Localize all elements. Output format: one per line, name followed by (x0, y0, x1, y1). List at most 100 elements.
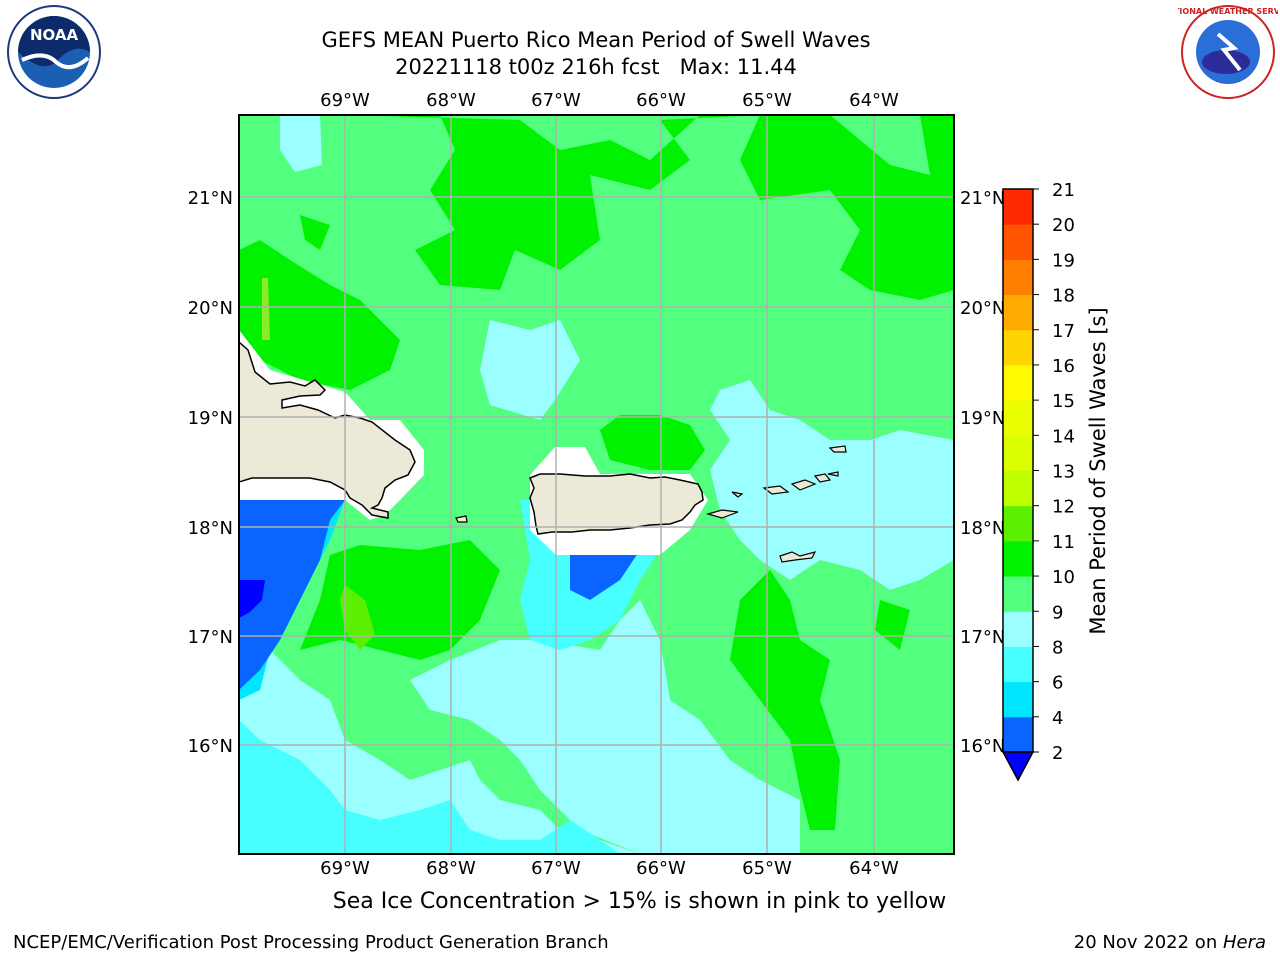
colorbar-extend-arrow (1001, 751, 1035, 782)
colorbar-tick-label: 11 (1052, 532, 1075, 553)
field-10-11-north (345, 115, 954, 300)
land-puerto-rico (529, 473, 704, 535)
land-hispaniola (239, 340, 416, 519)
field-11-12-strip (262, 278, 270, 340)
colorbar-tick-label: 10 (1052, 567, 1075, 588)
lon-label-bottom-68: 68°W (426, 858, 476, 879)
lat-label-left-17: 17°N (188, 627, 233, 648)
colorbar-segment (1003, 716, 1033, 753)
max-value-text: Max: 11.44 (679, 55, 797, 79)
lat-label-left-19: 19°N (188, 408, 233, 429)
colorbar-tick-label: 4 (1052, 708, 1063, 729)
lat-label-right-18: 18°N (960, 518, 1005, 539)
footer-date-text: 20 Nov 2022 on (1073, 932, 1223, 953)
colorbar-tick-label: 2 (1052, 743, 1063, 764)
lon-label-bottom-64: 64°W (849, 858, 899, 879)
lat-label-left-16: 16°N (188, 736, 233, 757)
colorbar-tick-label: 19 (1052, 250, 1075, 271)
nws-logo: NATIONAL WEATHER SERVICE (1178, 5, 1278, 99)
field-10-11-pr-north (600, 415, 705, 470)
lon-label-top-68: 68°W (426, 90, 476, 111)
grid-lines (239, 115, 954, 854)
field-8-9-mid (410, 600, 800, 854)
island-sombrero (827, 471, 839, 477)
island-anegada (828, 445, 847, 453)
field-8-9-east (710, 380, 954, 590)
colorbar-segment (1003, 646, 1033, 683)
colorbar-segment (1003, 681, 1033, 718)
colorbar-segment (1003, 470, 1033, 507)
field-6-8 (239, 720, 620, 854)
colorbar-segment (1003, 294, 1033, 331)
island-st-croix (779, 551, 817, 563)
colorbar-segment (1003, 189, 1033, 225)
lat-label-right-20: 20°N (960, 298, 1005, 319)
island-vieques (705, 509, 739, 519)
noaa-logo: NOAA (7, 5, 101, 99)
colorbar-tick-label: 15 (1052, 391, 1075, 412)
lat-label-right-21: 21°N (960, 188, 1005, 209)
island-virgin-4 (813, 473, 832, 483)
lon-label-bottom-65: 65°W (742, 858, 792, 879)
field-below-2 (239, 580, 265, 618)
lat-label-right-16: 16°N (960, 736, 1005, 757)
colorbar-tick-label: 20 (1052, 215, 1075, 236)
sea-ice-caption: Sea Ice Concentration > 15% is shown in … (332, 889, 947, 914)
lon-label-top-65: 65°W (742, 90, 792, 111)
colorbar-tick-label: 21 (1052, 180, 1075, 201)
field-8-9-center (480, 320, 580, 420)
footer-credit: NCEP/EMC/Verification Post Processing Pr… (13, 932, 609, 953)
colorbar-tick-label: 16 (1052, 356, 1075, 377)
island-virgin-1 (731, 491, 744, 498)
island-virgin-2 (762, 485, 790, 495)
footer-machine: Hera (1222, 932, 1266, 953)
map-field (239, 115, 954, 854)
colorbar-segment (1003, 540, 1033, 577)
island-mona (455, 515, 468, 523)
lat-label-right-17: 17°N (960, 627, 1005, 648)
lon-label-bottom-66: 66°W (636, 858, 686, 879)
lat-label-left-21: 21°N (188, 188, 233, 209)
nws-logo-text: NATIONAL WEATHER SERVICE (1178, 7, 1278, 16)
colorbar-tick-label: 6 (1052, 673, 1063, 694)
field-11-12-patch (340, 585, 375, 650)
colorbar-segment (1003, 505, 1033, 542)
noaa-logo-text: NOAA (30, 26, 79, 44)
colorbar: 2 4 6 8 9 10 11 12 13 14 15 16 17 18 19 20 21 (1001, 180, 1075, 782)
map-frame (238, 114, 955, 855)
lat-label-left-20: 20°N (188, 298, 233, 319)
colorbar-tick-label: 17 (1052, 321, 1075, 342)
colorbar-segment (1003, 435, 1033, 471)
colorbar-segment (1003, 611, 1033, 647)
colorbar-segment (1003, 329, 1033, 366)
field-8-9-top (280, 115, 322, 172)
footer-date: 20 Nov 2022 on Hera (1074, 932, 1266, 953)
colorbar-segment (1003, 224, 1033, 260)
colorbar-segment (1003, 576, 1033, 612)
colorbar-segment (1003, 400, 1033, 436)
field-8-9-south (239, 640, 640, 854)
colorbar-label: Mean Period of Swell Waves [s] (1086, 307, 1110, 634)
forecast-date-text: 20221118 t00z 216h fcst (395, 55, 660, 79)
lon-label-bottom-69: 69°W (320, 858, 370, 879)
field-10-11-west (239, 240, 400, 390)
field-10-11-east (730, 570, 840, 830)
colorbar-tick-label: 13 (1052, 462, 1075, 483)
lon-label-top-64: 64°W (849, 90, 899, 111)
colorbar-tick-label: 14 (1052, 426, 1075, 447)
colorbar-tick-label: 8 (1052, 637, 1063, 658)
colorbar-segment (1003, 364, 1033, 401)
field-10-11-nw-patch (300, 215, 330, 250)
field-10-11-se (875, 600, 910, 650)
colorbar-tick-label: 9 (1052, 602, 1063, 623)
field-2-4-pr (570, 550, 640, 600)
chart-title: GEFS MEAN Puerto Rico Mean Period of Swe… (321, 28, 871, 52)
lon-label-top-67: 67°W (531, 90, 581, 111)
island-virgin-3 (790, 479, 817, 491)
colorbar-tick-label: 12 (1052, 497, 1075, 518)
colorbar-tick-label: 18 (1052, 286, 1075, 307)
lon-label-top-66: 66°W (636, 90, 686, 111)
lat-label-left-18: 18°N (188, 518, 233, 539)
lon-label-top-69: 69°W (320, 90, 370, 111)
